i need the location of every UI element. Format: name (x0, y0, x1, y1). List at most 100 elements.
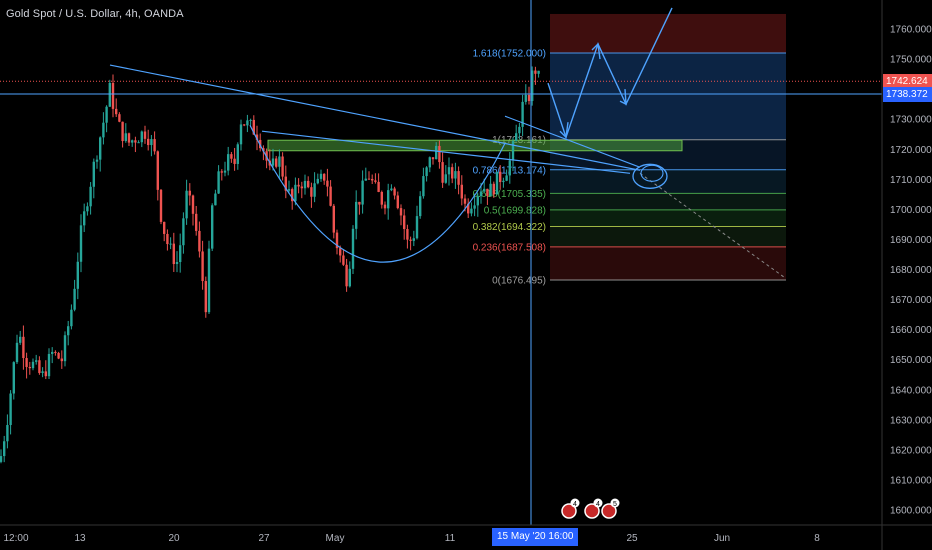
candle-body (300, 186, 303, 189)
candle-body (371, 178, 374, 181)
candle-body (172, 243, 175, 265)
candle-body (12, 362, 15, 394)
candle-body (6, 425, 9, 442)
candle-body (140, 131, 143, 143)
candle-body (15, 342, 19, 363)
candle-body (316, 178, 319, 184)
price-tick-label: 1670.000 (890, 295, 932, 306)
candle-body (483, 188, 486, 192)
price-tick-label: 1630.000 (890, 415, 932, 426)
candle-body (28, 366, 31, 369)
candle-body (163, 221, 166, 234)
candle-body (195, 213, 198, 231)
candle-body (534, 70, 537, 74)
candle-body (390, 188, 393, 191)
candle-body (505, 175, 508, 181)
fib-level-label: 0.5(1699.828) (484, 205, 546, 216)
candle-body (495, 171, 499, 195)
time-tick-label: May (326, 533, 345, 544)
candle-body (457, 171, 460, 185)
candle-body (60, 358, 63, 362)
candle-body (499, 171, 502, 183)
candle-body (153, 139, 156, 152)
candle-body (249, 119, 252, 121)
arrow-line (504, 115, 641, 168)
candle-body (518, 126, 521, 134)
candle-body (355, 201, 358, 229)
economic-event-marker[interactable]: 4 (584, 498, 603, 519)
candle-body (403, 215, 406, 230)
candle-body (137, 142, 140, 144)
candle-body (198, 230, 201, 252)
candle-body (83, 211, 86, 226)
candle-body (188, 190, 191, 196)
candle-body (179, 245, 182, 263)
candle-body (51, 351, 54, 354)
candle-body (463, 198, 467, 204)
candle-body (214, 193, 217, 206)
candle-body (131, 140, 134, 143)
candle-body (348, 268, 351, 287)
candle-body (361, 180, 364, 205)
economic-event-marker[interactable]: 5 (601, 498, 620, 519)
crosshair-date-label: 15 May '20 16:00 (492, 528, 579, 546)
candle-body (537, 70, 540, 74)
candle-body (99, 137, 102, 160)
candle-body (393, 188, 396, 196)
candle-body (223, 170, 227, 173)
fib-level-label: 0.236(1687.508) (473, 242, 546, 253)
candle-body (246, 120, 249, 126)
candle-body (367, 178, 371, 180)
candle-body (454, 171, 457, 179)
candle-body (492, 183, 495, 195)
candle-body (447, 167, 451, 175)
candle-body (345, 264, 348, 287)
candle-body (92, 161, 95, 187)
time-tick-label: 11 (445, 533, 456, 544)
candle-body (435, 145, 438, 160)
candle-body (415, 216, 419, 239)
candle-body (332, 205, 335, 233)
support-zone-box (267, 139, 683, 152)
candle-body (169, 243, 172, 245)
fib-level-label: 0.382(1694.322) (473, 222, 546, 233)
candle-body (220, 171, 223, 173)
candle-body (230, 154, 233, 159)
candle-body (95, 159, 99, 162)
candle-body (412, 238, 415, 241)
candle-body (252, 119, 255, 135)
candle-body (383, 204, 387, 209)
fib-level-label: 1.618(1752.000) (473, 49, 546, 60)
price-tick-label: 1700.000 (890, 205, 932, 216)
candle-body (217, 171, 220, 194)
target-circle-inner (640, 164, 664, 182)
candle-body (156, 151, 159, 190)
candle-body (374, 180, 377, 182)
candle-body (19, 336, 22, 343)
candle-body (3, 441, 6, 457)
candle-body (262, 148, 265, 152)
flag-icon (584, 503, 600, 519)
candle-body (239, 124, 243, 145)
candle-body (460, 184, 463, 199)
flag-icon (601, 503, 617, 519)
economic-event-marker[interactable]: 4 (561, 498, 580, 519)
candle-body (467, 203, 470, 214)
candle-body (54, 351, 57, 353)
fib-zone (550, 193, 786, 210)
economic-events[interactable]: 4 4 5 (561, 498, 620, 519)
price-tick-label: 1600.000 (890, 506, 932, 517)
candle-body (115, 108, 118, 115)
candle-body (473, 205, 476, 209)
candle-body (9, 393, 12, 426)
price-tick-label: 1750.000 (890, 55, 932, 66)
candle-body (339, 248, 342, 256)
candle-body (502, 180, 505, 183)
candle-body (182, 218, 185, 246)
candle-body (201, 251, 204, 282)
time-axis[interactable]: 12:00 13 20 27 May 11 25 Jun 8 (0, 524, 932, 544)
candle-body (425, 167, 428, 177)
candle-body (233, 158, 236, 164)
price-tick-label: 1710.000 (890, 175, 932, 186)
